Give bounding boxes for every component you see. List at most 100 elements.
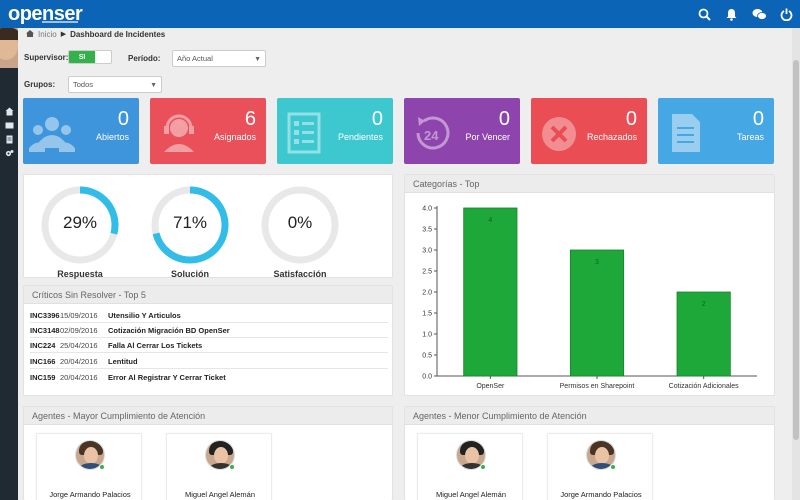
periodo-value: Año Actual <box>177 54 213 63</box>
agent-name: Miguel Angel Alemán <box>435 490 507 499</box>
bar <box>463 207 518 377</box>
ticket-title: Error Al Registrar Y Cerrar Ticket <box>108 373 226 382</box>
grupos-select[interactable]: Todos ▼ <box>68 76 162 93</box>
periodo-label: Período: <box>128 54 161 63</box>
grupos-value: Todos <box>73 80 94 89</box>
gauge-respuesta: 29% Respuesta <box>40 185 122 279</box>
ticket-date: 20/04/2016 <box>60 373 98 382</box>
ticket-title: Utensilio Y Articulos <box>108 310 181 320</box>
power-icon[interactable] <box>778 6 794 22</box>
agent-card[interactable]: Miguel Angel Alemán <box>417 433 523 500</box>
ticket-id: INC166 <box>30 356 56 366</box>
avatar-hair <box>0 28 18 40</box>
ticket-title: Cotización Migración BD OpenSer <box>108 325 230 335</box>
table-row[interactable]: INC3148 02/09/2016 Cotización Migración … <box>30 323 388 338</box>
bar-value-label: 2 <box>702 301 706 308</box>
gauge-ring <box>261 186 339 264</box>
ticket-id: INC3148 <box>30 325 60 335</box>
bell-icon[interactable] <box>723 6 739 22</box>
breadcrumb-separator-icon: ▶ <box>60 31 67 38</box>
agentes-menor-panel: Agentes - Menor Cumplimiento de Atención… <box>404 406 775 500</box>
table-row[interactable]: INC224 25/04/2016 Falla Al Cerrar Los Ti… <box>30 338 388 353</box>
stat-value: 6 <box>244 108 256 130</box>
chevron-down-icon: ▼ <box>150 82 157 89</box>
supervisor-toggle[interactable]: SI <box>68 50 112 64</box>
gauge-ring <box>41 186 119 264</box>
panel-title: Críticos Sin Resolver - Top 5 <box>24 286 392 304</box>
gauge-satisfaccion: 0% Satisfacción <box>260 185 342 279</box>
online-status-icon <box>480 464 486 470</box>
chat-icon[interactable] <box>751 6 767 22</box>
reject-icon <box>542 117 576 151</box>
stat-value: 0 <box>498 108 510 130</box>
y-tick-label: 2.0 <box>422 290 432 297</box>
left-sidebar <box>0 28 18 500</box>
agent-name: Jorge Armando Palacios <box>560 490 642 499</box>
headset-icon <box>164 114 194 152</box>
settings-icon[interactable] <box>4 148 14 158</box>
gauge-label: Satisfacción <box>273 269 327 279</box>
y-tick-label: 0.5 <box>422 353 432 360</box>
categorias-bar-chart: 0.0 0.5 1.0 1.5 2.0 2.5 3.0 3.5 4.0 4 OpenSer 3 Perm… <box>422 206 757 390</box>
table-row[interactable]: INC159 20/04/2016 Error Al Registrar Y C… <box>30 370 388 385</box>
agent-card[interactable]: Jorge Armando Palacios <box>36 433 142 500</box>
stat-card-por-vencer[interactable]: 24 0 Por Vencer <box>404 98 520 164</box>
criticos-panel: Críticos Sin Resolver - Top 5 INC3396 15… <box>23 285 393 396</box>
scrollbar-thumb[interactable] <box>793 60 799 440</box>
stat-card-pendientes[interactable]: 0 Pendientes <box>277 98 393 164</box>
online-status-icon <box>99 464 105 470</box>
stat-card-tareas[interactable]: 0 Tareas <box>658 98 774 164</box>
stat-value: 0 <box>371 108 383 130</box>
top-navbar: openser <box>0 0 800 28</box>
bar-value-label: 3 <box>595 259 599 266</box>
app-logo[interactable]: openser <box>8 3 83 25</box>
user-avatar[interactable] <box>0 28 18 68</box>
stat-card-abiertos[interactable]: 0 Abiertos <box>23 98 139 164</box>
agents-icon <box>29 117 75 152</box>
ticket-id: INC159 <box>30 373 56 382</box>
page-scrollbar[interactable] <box>792 28 800 500</box>
ticket-date: 20/04/2016 <box>60 356 98 366</box>
stat-value: 0 <box>117 108 129 130</box>
table-row[interactable]: INC166 20/04/2016 Lentitud <box>30 354 388 369</box>
periodo-select[interactable]: Año Actual ▼ <box>172 50 266 67</box>
ticket-icon[interactable] <box>4 120 14 130</box>
gauge-solucion: 71% Solución <box>150 185 232 279</box>
avatar <box>205 440 235 470</box>
agent-name: Miguel Angel Alemán <box>184 490 256 499</box>
gauge-ring <box>151 186 229 264</box>
home-icon[interactable] <box>26 29 34 39</box>
panel-title: Categorías - Top <box>405 175 774 193</box>
x-tick-label: OpenSer <box>476 383 505 390</box>
y-tick-label: 0.0 <box>422 374 432 381</box>
y-tick-label: 3.5 <box>422 227 432 234</box>
agentes-mayor-panel: Agentes - Mayor Cumplimiento de Atención… <box>23 406 393 500</box>
breadcrumb-home[interactable]: Inicio <box>38 29 57 39</box>
document-icon[interactable] <box>4 134 14 144</box>
stat-label: Pendientes <box>337 132 383 142</box>
categorias-panel: Categorías - Top 0.0 0.5 1.0 1.5 2.0 2.5 3.0 3.… <box>404 174 775 396</box>
agent-card[interactable]: Miguel Angel Alemán <box>166 433 272 500</box>
stat-label: Abiertos <box>95 132 129 142</box>
search-icon[interactable] <box>696 6 712 22</box>
ticket-title: Falla Al Cerrar Los Tickets <box>108 340 203 350</box>
svg-text:24: 24 <box>424 128 439 143</box>
stat-value: 0 <box>625 108 637 130</box>
y-tick-label: 1.0 <box>422 332 432 339</box>
agent-card[interactable]: Jorge Armando Palacios <box>547 433 653 500</box>
table-row[interactable]: INC3396 15/09/2016 Utensilio Y Articulos <box>30 308 388 323</box>
stat-card-rechazados[interactable]: 0 Rechazados <box>531 98 647 164</box>
stat-label: Por Vencer <box>465 132 510 142</box>
gauge-value: 29% <box>62 213 98 232</box>
stat-card-asignados[interactable]: 6 Asignados <box>150 98 266 164</box>
dashboard-icon[interactable] <box>4 106 14 116</box>
supervisor-toggle-on: SI <box>69 51 95 63</box>
ticket-date: 25/04/2016 <box>60 340 98 350</box>
supervisor-label: Supervisor: <box>24 53 69 62</box>
ticket-id: INC3396 <box>30 310 60 320</box>
stat-label: Asignados <box>213 132 256 142</box>
ticket-date: 02/09/2016 <box>60 325 98 335</box>
logo-underline <box>42 21 78 23</box>
form-icon <box>287 112 321 154</box>
y-tick-label: 3.0 <box>422 248 432 255</box>
